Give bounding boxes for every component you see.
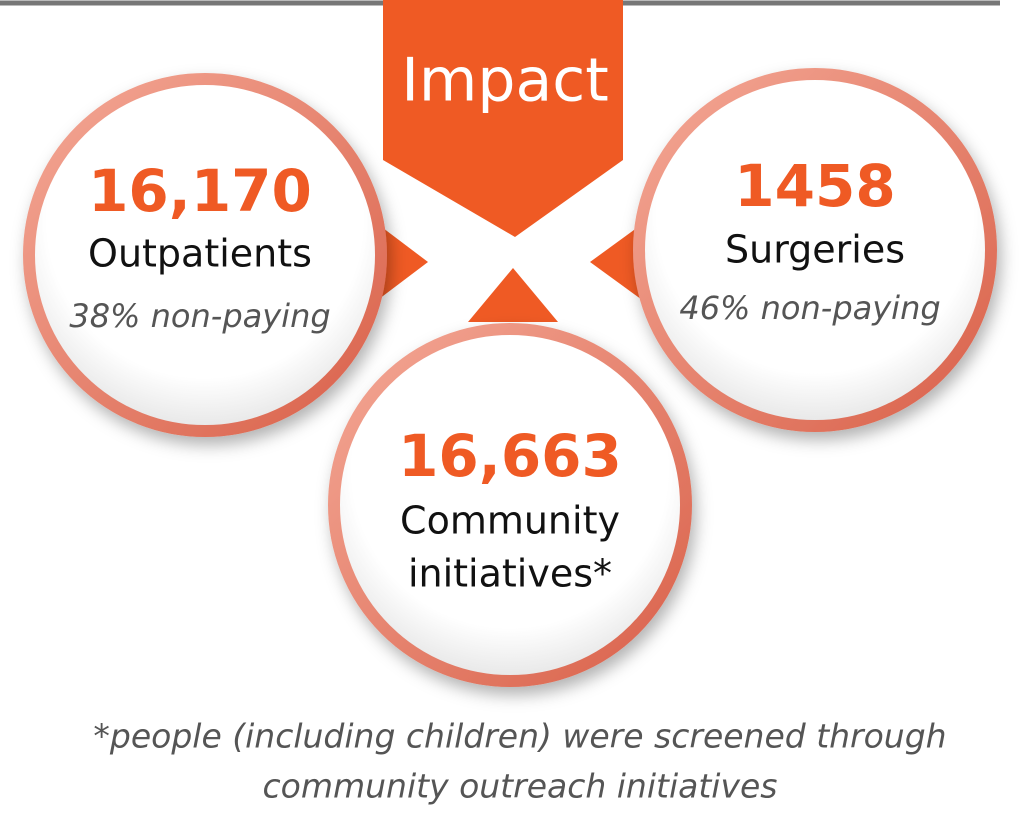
- circle-community: [328, 323, 692, 687]
- circle-outpatients: [23, 73, 387, 437]
- arrow-up: [468, 268, 558, 322]
- stat-number: 16,663: [398, 422, 622, 490]
- stat-label: Community: [400, 499, 620, 543]
- stat-label: Outpatients: [88, 232, 312, 276]
- stat-label: initiatives*: [408, 552, 612, 596]
- arrow-left: [375, 222, 428, 302]
- arrow-right: [590, 222, 645, 302]
- stat-label: Surgeries: [725, 228, 905, 272]
- footnote: community outreach initiatives: [263, 767, 778, 806]
- stat-number: 16,170: [88, 157, 312, 225]
- stat-note: 38% non-paying: [69, 297, 330, 335]
- title-banner: [383, 0, 623, 237]
- circle-surgeries: [633, 68, 997, 432]
- title: Impact: [401, 46, 609, 116]
- footnote: *people (including children) were screen…: [93, 717, 946, 756]
- stat-number: 1458: [734, 152, 895, 220]
- stat-note: 46% non-paying: [679, 289, 940, 327]
